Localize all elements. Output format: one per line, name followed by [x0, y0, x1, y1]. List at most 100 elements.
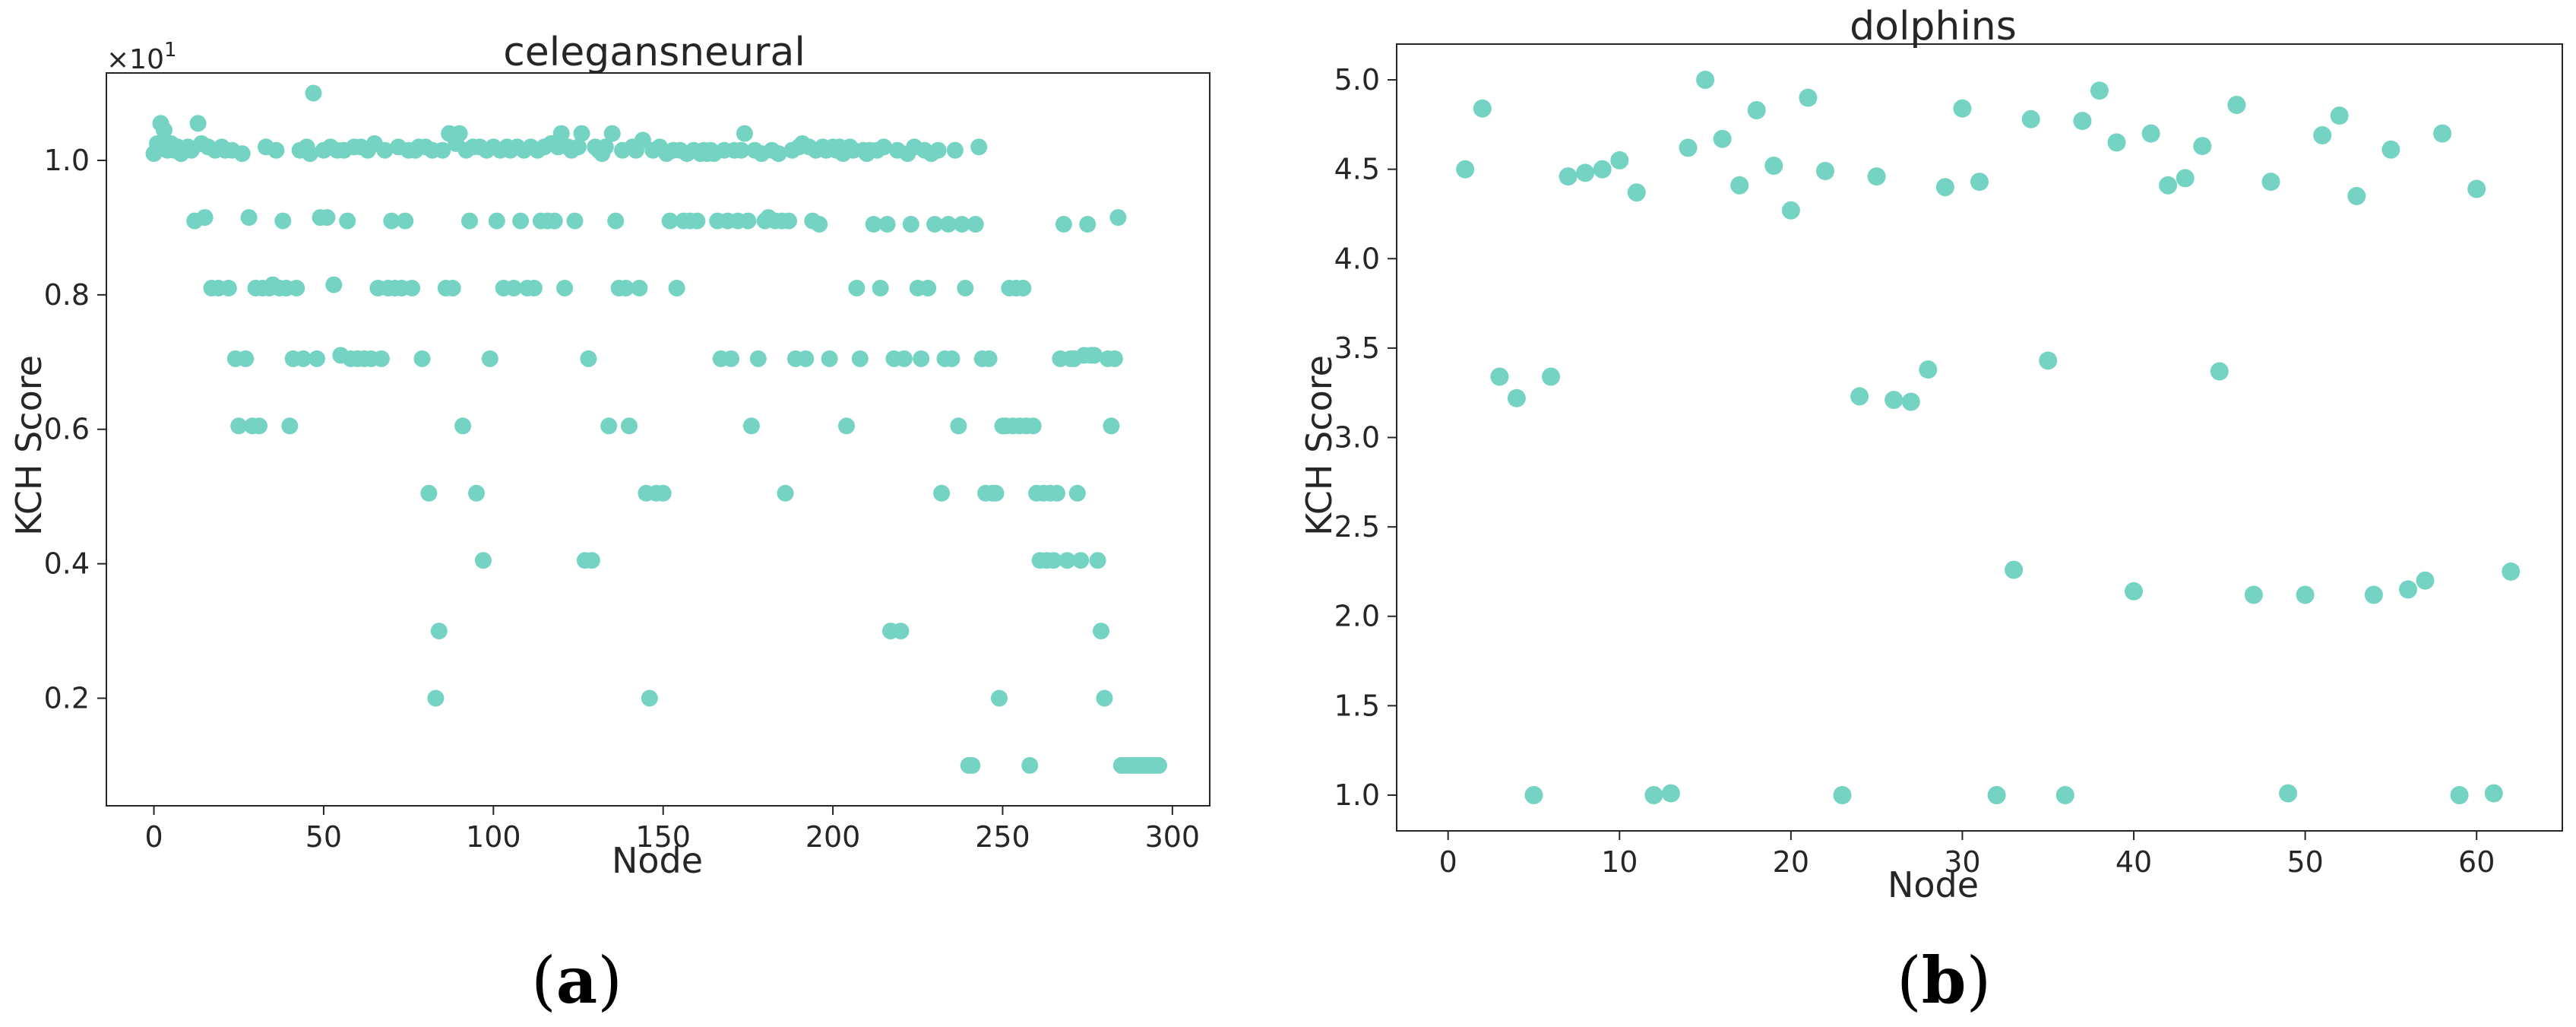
data-point	[634, 132, 651, 149]
data-point	[865, 216, 882, 233]
data-point	[688, 212, 706, 230]
chart-a-offset-exponent: 1	[164, 39, 177, 62]
y-tick-label: 1.0	[44, 144, 90, 177]
data-point	[940, 216, 957, 233]
data-point	[1093, 623, 1109, 640]
data-point	[2055, 786, 2074, 804]
x-tick-label: 50	[305, 820, 342, 854]
data-point	[1919, 360, 1938, 379]
data-point	[1627, 183, 1646, 202]
data-point	[919, 280, 937, 296]
data-point	[1473, 99, 1492, 118]
data-point	[1055, 216, 1072, 233]
data-point	[2347, 186, 2366, 205]
data-point	[434, 141, 451, 159]
data-point	[403, 280, 421, 296]
data-point	[339, 212, 356, 230]
y-tick-label: 3.5	[1334, 331, 1380, 365]
x-tick-label: 30	[1944, 845, 1980, 879]
data-point	[318, 209, 336, 227]
data-point	[427, 689, 445, 707]
data-point	[950, 417, 967, 435]
data-point	[461, 212, 478, 230]
data-point	[603, 125, 621, 142]
data-point	[556, 280, 574, 296]
data-point	[1524, 786, 1543, 804]
data-point	[895, 350, 913, 367]
data-point	[946, 141, 964, 159]
data-point	[617, 280, 635, 296]
data-point	[1049, 484, 1065, 502]
data-point	[2381, 140, 2400, 159]
chart-b-axes: 0 10 20 30 40 50 60 1.0 1.5 2.0 2.5 3.0 3.5 4.0 4.5 5.0	[1334, 43, 2563, 879]
data-point	[309, 350, 325, 367]
data-point	[929, 141, 947, 159]
data-point	[1850, 387, 1869, 406]
data-point	[739, 212, 757, 230]
data-point	[1559, 167, 1578, 186]
data-point	[451, 125, 468, 142]
y-tick-label: 2.5	[1334, 510, 1380, 544]
data-point	[2176, 169, 2195, 188]
data-point	[1679, 138, 1698, 157]
data-point	[156, 122, 172, 139]
data-point	[372, 350, 390, 367]
data-point	[430, 623, 448, 640]
x-tick-label: 200	[805, 820, 861, 854]
x-tick-label: 150	[635, 820, 691, 854]
data-point	[413, 350, 431, 367]
data-point	[325, 276, 343, 293]
data-point	[970, 138, 988, 156]
chart-a-ylabel: KCH Score	[8, 355, 49, 536]
data-point	[189, 115, 207, 132]
x-tick-label: 300	[1145, 820, 1201, 854]
data-point	[964, 756, 981, 774]
data-point	[2193, 137, 2212, 156]
data-point	[770, 145, 787, 163]
data-point	[654, 484, 672, 502]
data-point	[383, 212, 400, 230]
panel-label-b-close: )	[1966, 943, 1992, 1018]
y-tick-label: 2.0	[1334, 600, 1380, 633]
data-point	[1068, 484, 1086, 502]
data-point	[305, 84, 322, 102]
data-point	[1014, 280, 1032, 296]
data-point	[2502, 562, 2521, 581]
data-point	[2433, 124, 2452, 143]
data-point	[848, 280, 866, 296]
data-point	[1661, 784, 1680, 803]
y-tick-label: 0.6	[44, 413, 90, 446]
chart-b-title: dolphins	[1850, 4, 2017, 49]
data-point	[621, 417, 638, 435]
data-point	[1935, 178, 1954, 197]
data-point	[797, 350, 815, 367]
data-point	[2244, 585, 2263, 604]
data-point	[1644, 786, 1663, 804]
data-point	[1024, 417, 1042, 435]
data-point	[525, 280, 543, 296]
data-point	[892, 623, 910, 640]
data-point	[2039, 351, 2058, 370]
data-point	[512, 212, 530, 230]
data-point	[295, 350, 312, 367]
data-point	[1059, 552, 1076, 569]
data-point	[1747, 101, 1766, 119]
y-tick-label: 0.8	[44, 278, 90, 312]
data-point	[1507, 388, 1526, 407]
chart-a-points	[145, 84, 1167, 774]
data-point	[468, 484, 485, 502]
data-point	[281, 417, 299, 435]
data-point	[474, 552, 492, 569]
y-tick-label: 0.4	[44, 547, 90, 581]
data-point	[1542, 367, 1560, 386]
data-point	[2313, 126, 2332, 144]
data-point	[302, 145, 319, 163]
data-point	[376, 141, 394, 159]
data-point	[1150, 756, 1167, 774]
data-point	[566, 212, 584, 230]
data-point	[505, 280, 523, 296]
data-point	[1021, 756, 1039, 774]
chart-b-ylabel: KCH Score	[1299, 355, 1340, 536]
x-tick-label: 250	[975, 820, 1030, 854]
